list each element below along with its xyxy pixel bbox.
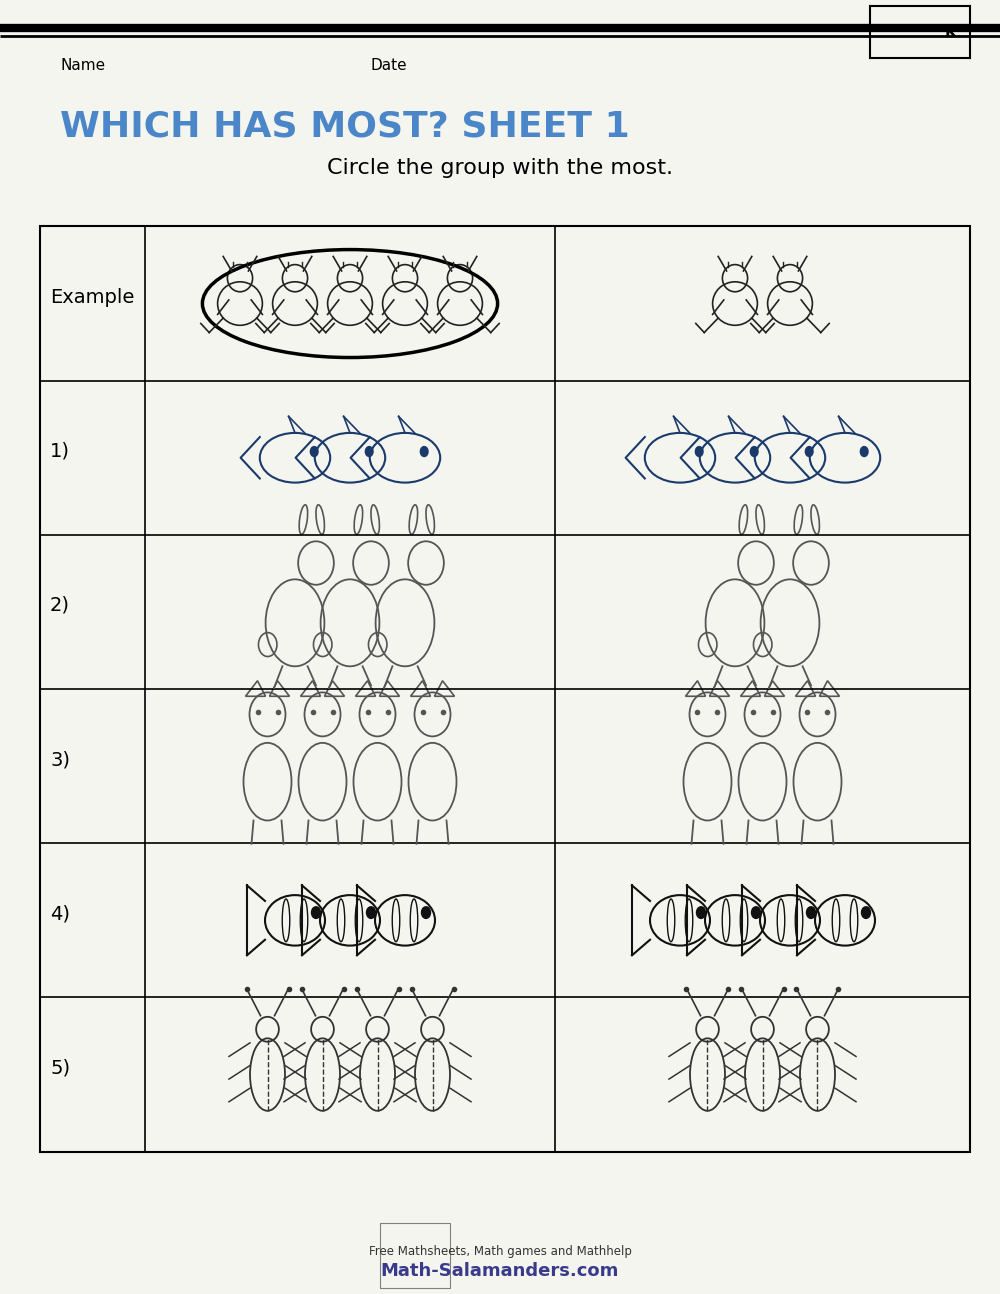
Text: 4): 4) — [50, 905, 70, 924]
Text: Free Mathsheets, Math games and Mathhelp: Free Mathsheets, Math games and Mathhelp — [369, 1245, 631, 1258]
Text: 5): 5) — [50, 1058, 70, 1078]
Bar — [40, 226, 970, 1152]
Text: WHICH HAS MOST? SHEET 1: WHICH HAS MOST? SHEET 1 — [60, 110, 630, 144]
Text: K: K — [944, 25, 956, 40]
Circle shape — [750, 446, 758, 457]
Circle shape — [310, 446, 318, 457]
Circle shape — [365, 446, 373, 457]
Circle shape — [862, 907, 870, 919]
Circle shape — [696, 907, 706, 919]
Text: 3): 3) — [50, 751, 70, 769]
Text: 1): 1) — [50, 441, 70, 461]
Circle shape — [312, 907, 321, 919]
Text: Math-Salamanders.com: Math-Salamanders.com — [381, 1262, 619, 1280]
Circle shape — [805, 446, 813, 457]
Circle shape — [806, 907, 816, 919]
Circle shape — [420, 446, 428, 457]
Circle shape — [366, 907, 376, 919]
Text: Date: Date — [370, 58, 407, 74]
Text: 2): 2) — [50, 597, 70, 615]
Bar — [380, 1223, 450, 1288]
Text: Circle the group with the most.: Circle the group with the most. — [327, 158, 673, 177]
Circle shape — [860, 446, 868, 457]
Bar — [870, 6, 970, 58]
Circle shape — [752, 907, 761, 919]
Circle shape — [695, 446, 703, 457]
Text: Example: Example — [50, 287, 134, 307]
Text: Name: Name — [60, 58, 105, 74]
Circle shape — [422, 907, 431, 919]
